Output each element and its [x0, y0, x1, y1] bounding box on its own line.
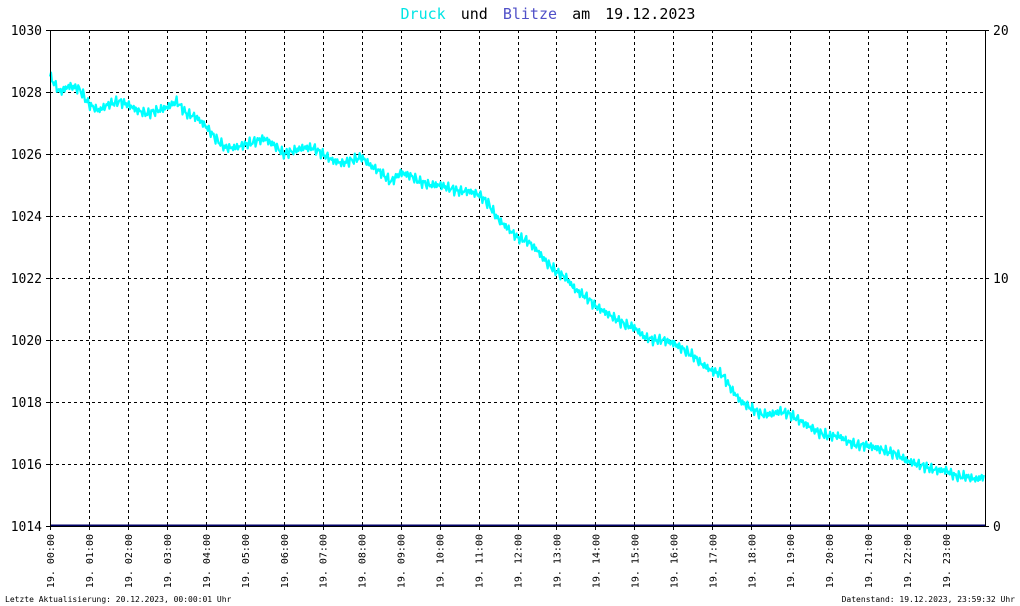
- x-tick-label: 19. 00:00: [46, 534, 57, 588]
- x-tick-label: 19. 08:00: [358, 534, 369, 588]
- title-date: 19.12.2023: [605, 5, 695, 23]
- y-left-tick-label: 1014: [11, 520, 42, 535]
- x-tick-label: 19. 07:00: [319, 534, 330, 588]
- title-series-blitze: Blitze: [503, 5, 557, 23]
- chart-title: Druck und Blitze am 19.12.2023: [401, 5, 696, 23]
- y-left-tick-label: 1024: [11, 210, 42, 225]
- x-tick-label: 19. 05:00: [241, 534, 252, 588]
- y-left-tick-label: 1018: [11, 396, 42, 411]
- x-tick-label: 19. 16:00: [669, 534, 680, 588]
- x-tick-label: 19. 18:00: [747, 534, 758, 588]
- x-tick-label: 19. 02:00: [124, 534, 135, 588]
- footer-last-update: Letzte Aktualisierung: 20.12.2023, 00:00…: [5, 595, 232, 604]
- x-tick-label: 19. 19:00: [786, 534, 797, 588]
- y-left-tick-label: 1022: [11, 272, 42, 287]
- series-layer: [48, 71, 985, 527]
- x-tick-label: 19. 12:00: [514, 534, 525, 588]
- x-tick-label: 19. 10:00: [436, 534, 447, 588]
- x-tick-label: 19. 03:00: [163, 534, 174, 588]
- y-left-tick-label: 1028: [11, 86, 42, 101]
- x-tick-label: 19. 13:00: [552, 534, 563, 588]
- x-tick-label: 19. 22:00: [903, 534, 914, 588]
- x-tick-label: 19. 11:00: [475, 534, 486, 588]
- x-tick-label: 19. 15:00: [630, 534, 641, 588]
- y-right-tick-label: 0: [993, 520, 1001, 535]
- series-druck-line: [48, 71, 985, 483]
- x-tick-label: 19. 06:00: [280, 534, 291, 588]
- y-left-tick-label: 1016: [11, 458, 42, 473]
- x-tick-label: 19. 04:00: [202, 534, 213, 588]
- title-series-druck: Druck: [401, 5, 446, 23]
- grid-lines: [50, 30, 985, 526]
- x-tick-label: 19. 20:00: [825, 534, 836, 588]
- y-left-tick-label: 1020: [11, 334, 42, 349]
- title-joiner-am: am: [572, 5, 590, 23]
- x-tick-label: 19. 14:00: [591, 534, 602, 588]
- title-joiner-und: und: [461, 5, 488, 23]
- y-right-tick-label: 10: [993, 272, 1009, 287]
- x-tick-label: 19. 17:00: [708, 534, 719, 588]
- y-left-tick-label: 1026: [11, 148, 42, 163]
- footer-data-status: Datenstand: 19.12.2023, 23:59:32 Uhr: [841, 595, 1015, 604]
- axes-layer: 1014101610181020102210241026102810300102…: [11, 24, 1009, 588]
- y-left-tick-label: 1030: [11, 24, 42, 39]
- y-right-tick-label: 20: [993, 24, 1009, 39]
- x-tick-label: 19. 23:00: [942, 534, 953, 588]
- x-tick-label: 19. 21:00: [864, 534, 875, 588]
- x-tick-label: 19. 09:00: [397, 534, 408, 588]
- x-tick-label: 19. 01:00: [85, 534, 96, 588]
